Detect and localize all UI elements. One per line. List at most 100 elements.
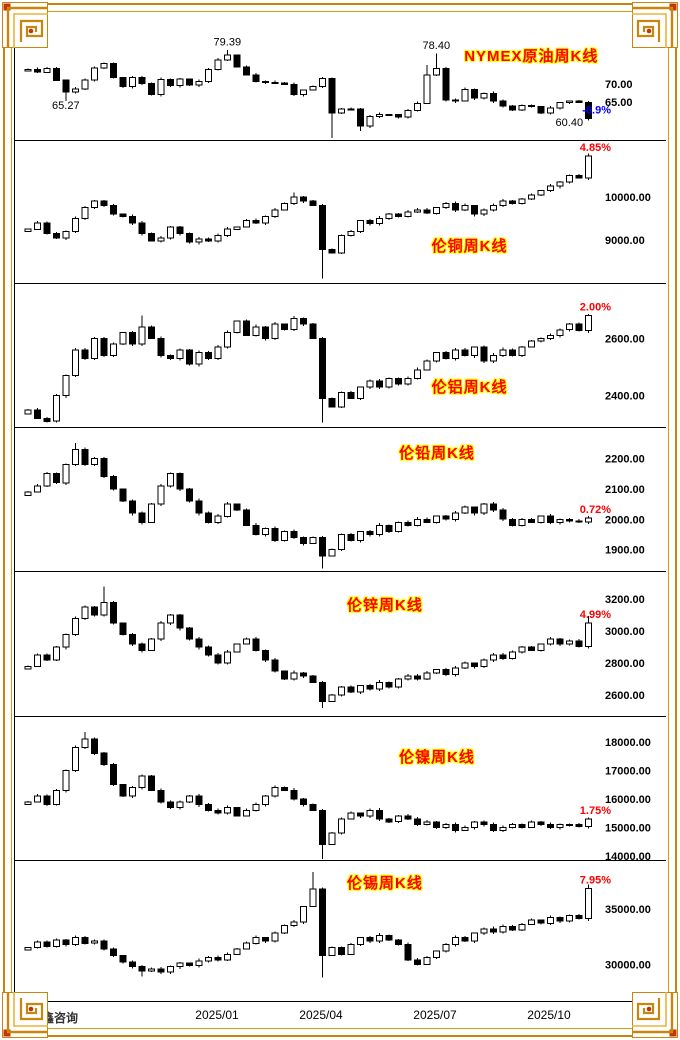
- frame-corner-ornament: [632, 992, 678, 1038]
- weekly-change-label: 2.00%: [580, 302, 611, 314]
- candle-down: [52, 233, 60, 239]
- candle-down: [33, 68, 41, 73]
- candle-up: [252, 937, 260, 944]
- candle-up: [347, 230, 355, 237]
- candle-up: [81, 606, 89, 619]
- candle-up: [375, 524, 383, 536]
- candle-down: [499, 509, 507, 520]
- candle-down: [100, 337, 108, 356]
- candle-up: [223, 332, 231, 348]
- candle-up: [299, 906, 307, 923]
- candle-down: [100, 940, 108, 950]
- candle-up: [157, 622, 165, 640]
- candle-up: [214, 515, 222, 523]
- candle-up: [33, 941, 41, 949]
- candle-down: [261, 80, 269, 83]
- y-axis-tick: 2200.00: [605, 453, 645, 465]
- candle-up: [366, 380, 374, 388]
- candle-up: [461, 506, 469, 514]
- candle-up: [223, 953, 231, 961]
- candle-down: [470, 662, 478, 667]
- candle-up: [271, 209, 279, 217]
- candle-down: [138, 966, 146, 972]
- candle-up: [499, 200, 507, 207]
- chart-content: 70.00 65.00 79.39 78.40 65.27 60.40 -6.9% NYME…: [14, 15, 666, 1025]
- candle-up: [90, 200, 98, 209]
- price-annotation: 65.27: [52, 100, 80, 112]
- candle-up: [147, 638, 155, 651]
- candle-down: [575, 824, 583, 827]
- candle-up: [100, 601, 108, 616]
- candle-up: [413, 102, 421, 112]
- candle-down: [166, 79, 174, 87]
- candle-down: [138, 512, 146, 523]
- y-axis-tick: 3200.00: [605, 594, 645, 606]
- candle-down: [366, 530, 374, 535]
- candle-down: [527, 105, 535, 108]
- y-axis-tick: 14000.00: [605, 851, 651, 860]
- candle-up: [233, 948, 241, 955]
- candle-up: [432, 207, 440, 214]
- candlestick-chart: 70.00 65.00 79.39 78.40 65.27 60.40-6.9%: [24, 36, 633, 138]
- candle-down: [299, 317, 307, 325]
- y-axis-tick: 65.00: [605, 97, 633, 109]
- candle-up: [337, 686, 345, 696]
- candle-down: [100, 457, 108, 478]
- candle-up: [24, 947, 32, 951]
- candle-down: [138, 76, 146, 84]
- candle-down: [52, 473, 60, 484]
- candle-down: [318, 537, 326, 557]
- candle-up: [24, 409, 32, 415]
- candle-down: [109, 948, 117, 957]
- candle-up: [24, 68, 32, 72]
- candle-down: [128, 500, 136, 514]
- candle-up: [71, 218, 79, 232]
- candle-down: [109, 63, 117, 78]
- candle-up: [404, 211, 412, 217]
- candle-up: [337, 235, 345, 254]
- candle-up: [461, 827, 469, 831]
- y-axis-tick: 2600.00: [605, 333, 645, 345]
- candle-down: [489, 824, 497, 831]
- y-axis-tick: 15000.00: [605, 823, 651, 835]
- candle-down: [385, 524, 393, 533]
- candle-up: [233, 320, 241, 334]
- candle-up: [413, 518, 421, 526]
- candle-up: [546, 917, 554, 924]
- candle-down: [271, 659, 279, 672]
- candle-up: [518, 198, 526, 204]
- candle-up: [404, 110, 412, 118]
- candle-down: [489, 93, 497, 102]
- candle-up: [290, 196, 298, 204]
- candle-up: [176, 349, 184, 359]
- candle-up: [71, 617, 79, 635]
- candle-up: [71, 448, 79, 465]
- candle-down: [261, 649, 269, 661]
- candle-down: [318, 809, 326, 846]
- candle-up: [309, 537, 317, 545]
- candle-down: [147, 83, 155, 96]
- candle-up: [147, 503, 155, 523]
- candle-up: [337, 818, 345, 834]
- frame-corner-ornament: [2, 2, 48, 48]
- candle-down: [575, 520, 583, 523]
- candle-up: [261, 795, 269, 806]
- weekly-change-label: 4.99%: [580, 609, 611, 621]
- candle-up: [223, 228, 231, 237]
- candle-down: [195, 638, 203, 648]
- candle-up: [347, 108, 355, 111]
- candle-up: [556, 102, 564, 109]
- candle-up: [442, 824, 450, 828]
- candle-up: [470, 821, 478, 829]
- candle-up: [33, 795, 41, 803]
- frame-corner-ornament: [632, 2, 678, 48]
- candle-up: [556, 181, 564, 187]
- candle-down: [185, 78, 193, 86]
- candle-down: [119, 213, 127, 217]
- candle-up: [24, 801, 32, 806]
- candle-up: [214, 346, 222, 359]
- candle-up: [432, 352, 440, 362]
- candle-down: [43, 795, 51, 806]
- chart-panel: 35000.00 30000.00 7.95% 伦锡周K线: [15, 861, 666, 1002]
- y-axis-tick: 2100.00: [605, 484, 645, 496]
